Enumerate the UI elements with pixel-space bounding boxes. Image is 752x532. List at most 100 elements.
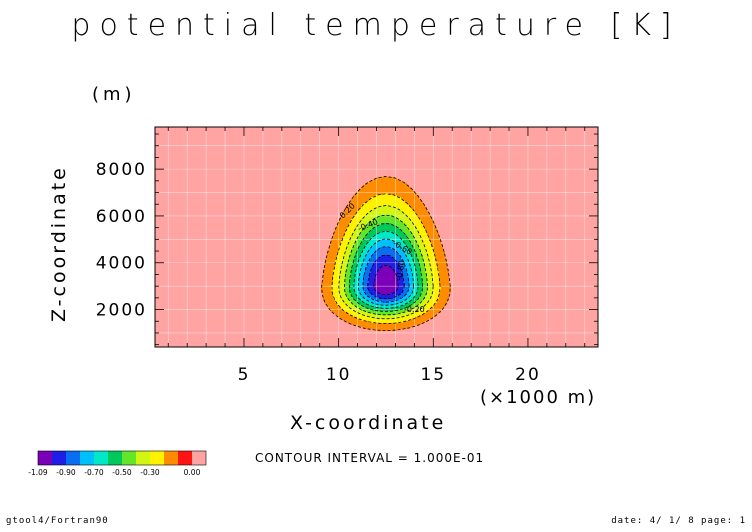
field-cell [367,305,369,307]
field-cell [415,261,417,263]
field-cell [357,231,359,233]
field-cell [371,257,373,259]
field-cell [415,271,417,273]
field-cell [377,275,379,277]
field-cell [409,269,411,271]
field-cell [377,243,379,245]
field-cell [437,275,439,277]
field-cell [393,243,395,245]
field-cell [343,267,345,269]
field-cell [373,245,375,247]
field-cell [371,225,373,227]
field-cell [393,253,395,255]
field-cell [321,283,323,285]
field-cell [395,237,397,239]
field-cell [417,291,419,293]
field-cell [395,201,397,203]
field-cell [429,241,431,243]
field-cell [383,291,385,293]
field-cell [369,253,371,255]
field-cell [375,219,377,221]
field-cell [385,321,387,323]
field-cell [419,305,421,307]
field-cell [377,239,379,241]
field-cell [355,287,357,289]
field-cell [345,211,347,213]
field-cell [367,203,369,205]
field-cell [433,239,435,241]
field-cell [329,253,331,255]
field-cell [435,265,437,267]
field-cell [405,225,407,227]
field-cell [373,193,375,195]
colorbar-swatch [66,451,80,465]
field-cell [373,301,375,303]
field-cell [353,213,355,215]
field-cell [393,327,395,329]
field-cell [365,219,367,221]
field-cell [381,245,383,247]
field-cell [377,195,379,197]
field-cell [371,325,373,327]
field-cell [361,209,363,211]
field-cell [397,205,399,207]
field-cell [367,221,369,223]
field-cell [331,257,333,259]
field-cell [413,231,415,233]
field-cell [363,201,365,203]
field-cell [393,259,395,261]
field-cell [337,261,339,263]
field-cell [333,309,335,311]
colorbar-swatch [122,451,136,465]
field-cell [403,263,405,265]
field-cell [387,269,389,271]
field-cell [381,327,383,329]
field-cell [413,237,415,239]
field-cell [371,235,373,237]
field-cell [407,303,409,305]
field-cell [339,219,341,221]
field-cell [383,253,385,255]
field-cell [355,203,357,205]
field-cell [439,305,441,307]
field-cell [405,289,407,291]
field-cell [437,309,439,311]
field-cell [347,305,349,307]
field-cell [345,291,347,293]
field-cell [373,205,375,207]
field-cell [425,257,427,259]
field-cell [365,261,367,263]
field-cell [423,271,425,273]
field-cell [335,239,337,241]
field-cell [385,187,387,189]
field-cell [381,181,383,183]
field-cell [357,193,359,195]
field-cell [401,219,403,221]
field-cell [375,181,377,183]
field-cell [391,205,393,207]
field-cell [341,221,343,223]
field-cell [425,287,427,289]
field-cell [369,325,371,327]
field-cell [355,235,357,237]
field-cell [389,283,391,285]
field-cell [387,183,389,185]
field-cell [443,275,445,277]
field-cell [399,253,401,255]
field-cell [419,303,421,305]
field-cell [389,261,391,263]
field-cell [391,231,393,233]
field-cell [417,265,419,267]
field-cell [409,193,411,195]
field-cell [429,303,431,305]
field-cell [399,261,401,263]
field-cell [383,271,385,273]
field-cell [405,315,407,317]
field-cell [411,289,413,291]
field-cell [369,295,371,297]
field-cell [379,233,381,235]
field-cell [427,271,429,273]
field-cell [433,233,435,235]
field-cell [423,211,425,213]
field-cell [441,297,443,299]
